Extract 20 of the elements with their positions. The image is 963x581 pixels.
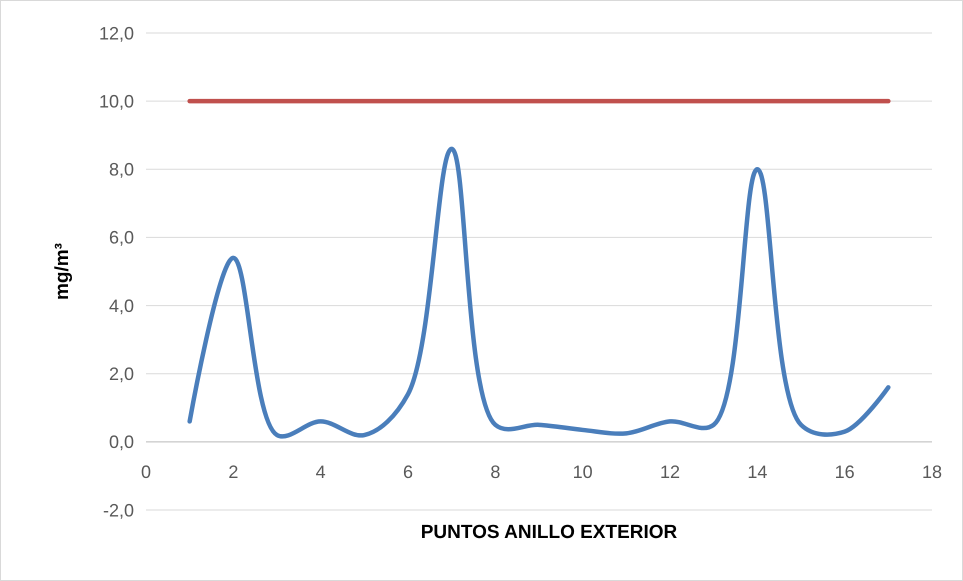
y-tick-label: 0,0 xyxy=(108,432,134,452)
x-axis-title: PUNTOS ANILLO EXTERIOR xyxy=(420,522,678,543)
y-tick-label: 10,0 xyxy=(98,91,134,112)
x-tick-label: 10 xyxy=(572,462,593,482)
y-tick-label: 12,0 xyxy=(98,23,134,44)
x-tick-label: 4 xyxy=(316,462,326,482)
x-tick-label: 2 xyxy=(228,462,238,482)
y-tick-label: -2,0 xyxy=(102,500,134,520)
x-tick-label: 18 xyxy=(922,462,942,482)
x-tick-label: 14 xyxy=(747,462,768,482)
x-tick-label: 0 xyxy=(140,462,152,482)
y-tick-label: 2,0 xyxy=(108,364,134,384)
y-tick-label: 4,0 xyxy=(108,296,134,316)
x-tick-label: 16 xyxy=(834,462,855,482)
y-tick-label: 6,0 xyxy=(108,228,134,248)
y-tick-label: 8,0 xyxy=(108,160,134,180)
x-tick-label: 6 xyxy=(402,462,414,482)
y-axis-title: mg/m³ xyxy=(52,243,73,300)
x-tick-label: 12 xyxy=(660,462,680,482)
x-tick-label: 8 xyxy=(490,462,500,482)
